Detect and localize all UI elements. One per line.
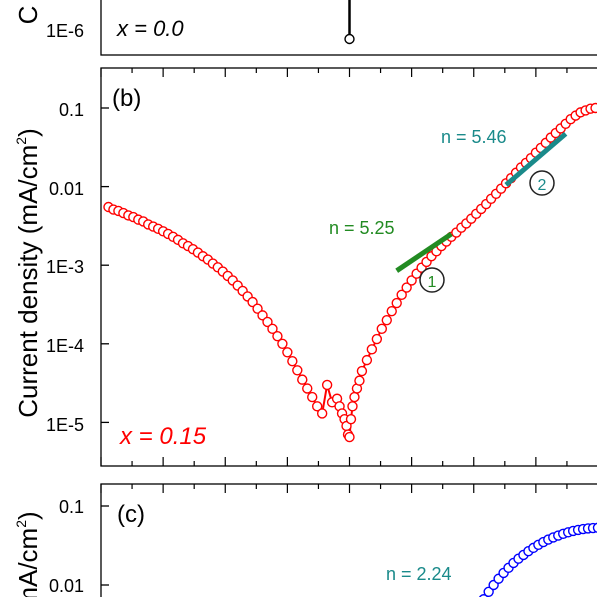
y-axis-label: Current density (mA/cm2) — [13, 128, 43, 418]
panel-a-y-label-fragment: C — [13, 6, 43, 25]
panel-c-tick-label-2: 0.01 — [49, 576, 84, 596]
fit-line-2 — [504, 131, 568, 187]
fit-2-marker-circle — [529, 170, 555, 196]
panel-b-annotation-text: x = 0.15 — [119, 423, 207, 450]
fit-1-label: n = 5.25 — [329, 218, 395, 238]
y-axis-label-main: Current density (mA/cm — [13, 145, 43, 418]
panel-b-data-point — [386, 305, 397, 317]
fit-2-label: n = 5.46 — [441, 127, 507, 147]
panel-b-data-point — [590, 102, 597, 114]
panel-c-ticks — [100, 484, 568, 586]
panel-b-data-point — [376, 323, 388, 335]
panel-c-data-point — [483, 586, 494, 597]
fit-1-marker: 1 — [419, 267, 445, 293]
panel-c-points — [479, 522, 597, 597]
fit-3-label: n = 2.24 — [386, 564, 452, 584]
panel-c-y-label-fragment: mA/cm2) — [13, 511, 43, 597]
panel-b-data-point — [356, 365, 368, 377]
panel-a: 1E-6 x = 0.0 — [46, 0, 597, 56]
panel-b-data-point — [282, 347, 293, 358]
panel-b-data-point — [311, 401, 323, 412]
panel-b: (b) 0.1 0.01 1E-3 1E-4 1E-5 n = 5.25 n =… — [46, 67, 597, 467]
panel-b-data-point — [287, 356, 298, 367]
panel-a-annotation: x = 0.0 — [116, 16, 184, 41]
panel-b-data-point — [371, 333, 383, 345]
panel-b-data-point — [391, 297, 402, 309]
fit-1-marker-text: 1 — [428, 274, 437, 291]
panel-b-points — [103, 102, 597, 443]
panel-b-tick-label-4: 1E-4 — [46, 336, 84, 356]
panel-b-data-point — [406, 275, 417, 286]
panel-c-frame — [100, 483, 597, 597]
panel-a-data-point — [344, 33, 355, 45]
panel-b-data-point — [272, 330, 283, 342]
panel-b-data-point — [354, 375, 365, 386]
panel-b-tick-label-3: 1E-3 — [46, 257, 84, 277]
panel-c-tick-label-1: 0.1 — [59, 497, 84, 517]
panel-b-ticks — [100, 68, 568, 466]
panel-c: (c) 0.1 0.01 mA/cm2) n = 2.24 — [13, 483, 597, 597]
panel-a-points — [344, 0, 355, 45]
panel-b-data-point — [349, 391, 360, 403]
panel-b-data-point — [381, 314, 392, 326]
fit-1-marker-circle — [419, 267, 445, 293]
panel-b-data-point — [307, 391, 318, 403]
panel-b-data-point — [297, 374, 308, 385]
panel-b-data-point — [316, 408, 328, 419]
panel-c-label: (c) — [117, 501, 145, 528]
y-axis-label-sup: 2 — [13, 137, 29, 145]
panel-b-data-point — [361, 354, 373, 366]
panel-b-data-point — [344, 431, 355, 443]
panel-c-data-point — [592, 522, 597, 533]
panel-b-data-point — [277, 338, 288, 349]
panel-b-data-point — [252, 303, 263, 314]
panel-b-label: (b) — [112, 85, 141, 112]
panel-b-data-point — [302, 383, 313, 394]
panel-b-data-point — [262, 316, 273, 328]
y-axis-label-end: ) — [13, 128, 43, 137]
panel-b-data-point — [396, 289, 407, 301]
fit-2-marker-text: 2 — [538, 177, 547, 194]
panel-b-data-point — [292, 365, 303, 376]
panel-b-data-point — [267, 323, 278, 335]
panel-b-fits — [395, 131, 568, 273]
panel-b-data-point — [321, 379, 333, 391]
panel-b-data-point — [366, 344, 378, 355]
panel-a-frame — [100, 0, 597, 56]
panel-b-annotation: x = 0.15 — [119, 423, 207, 450]
fit-2-marker: 2 — [529, 170, 555, 196]
panel-b-tick-label-5: 1E-5 — [46, 415, 84, 435]
panel-b-tick-label-1: 0.1 — [59, 100, 84, 120]
fit-line-1 — [395, 231, 453, 273]
panel-a-tick-label: 1E-6 — [46, 21, 84, 41]
panel-b-tick-label-2: 0.01 — [49, 179, 84, 199]
panel-b-data-point — [345, 413, 357, 425]
panel-b-data-point — [347, 401, 358, 412]
panel-b-data-point — [401, 282, 412, 293]
